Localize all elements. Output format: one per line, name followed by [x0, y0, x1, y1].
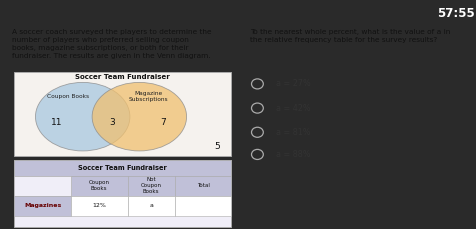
- FancyBboxPatch shape: [174, 196, 231, 216]
- Text: a = 27%: a = 27%: [276, 79, 310, 88]
- Text: Not
Coupon
Books: Not Coupon Books: [140, 177, 161, 194]
- Text: 57:55: 57:55: [436, 7, 474, 20]
- FancyBboxPatch shape: [14, 72, 231, 156]
- Text: 5: 5: [214, 142, 220, 151]
- Text: Magazines: Magazines: [24, 203, 61, 208]
- Text: 11: 11: [51, 118, 62, 127]
- Ellipse shape: [35, 82, 129, 151]
- FancyBboxPatch shape: [14, 161, 231, 227]
- Text: 3: 3: [109, 118, 115, 127]
- FancyBboxPatch shape: [71, 196, 127, 216]
- Text: To the nearest whole percent, what is the value of a in
the relative frequency t: To the nearest whole percent, what is th…: [250, 30, 450, 44]
- Text: Magazine
Subscriptions: Magazine Subscriptions: [129, 91, 168, 102]
- FancyBboxPatch shape: [127, 196, 174, 216]
- Text: A soccer coach surveyed the players to determine the
number of players who prefe: A soccer coach surveyed the players to d…: [12, 30, 211, 60]
- Text: Soccer Team Fundraiser: Soccer Team Fundraiser: [75, 74, 170, 80]
- Text: Soccer Team Fundraiser: Soccer Team Fundraiser: [78, 165, 167, 171]
- FancyBboxPatch shape: [71, 176, 127, 196]
- Text: 7: 7: [160, 118, 166, 127]
- Ellipse shape: [92, 82, 186, 151]
- FancyBboxPatch shape: [14, 196, 71, 216]
- FancyBboxPatch shape: [174, 176, 231, 196]
- Text: Coupon
Books: Coupon Books: [89, 180, 109, 191]
- FancyBboxPatch shape: [14, 176, 71, 196]
- Text: Total: Total: [196, 183, 209, 188]
- FancyBboxPatch shape: [127, 176, 174, 196]
- Text: a = 81%: a = 81%: [276, 128, 310, 137]
- FancyBboxPatch shape: [14, 161, 231, 176]
- Text: a = 88%: a = 88%: [276, 150, 310, 159]
- Text: 12%: 12%: [92, 203, 106, 208]
- Text: a = 42%: a = 42%: [276, 104, 310, 113]
- Text: Coupon Books: Coupon Books: [47, 94, 89, 99]
- Text: a: a: [149, 203, 153, 208]
